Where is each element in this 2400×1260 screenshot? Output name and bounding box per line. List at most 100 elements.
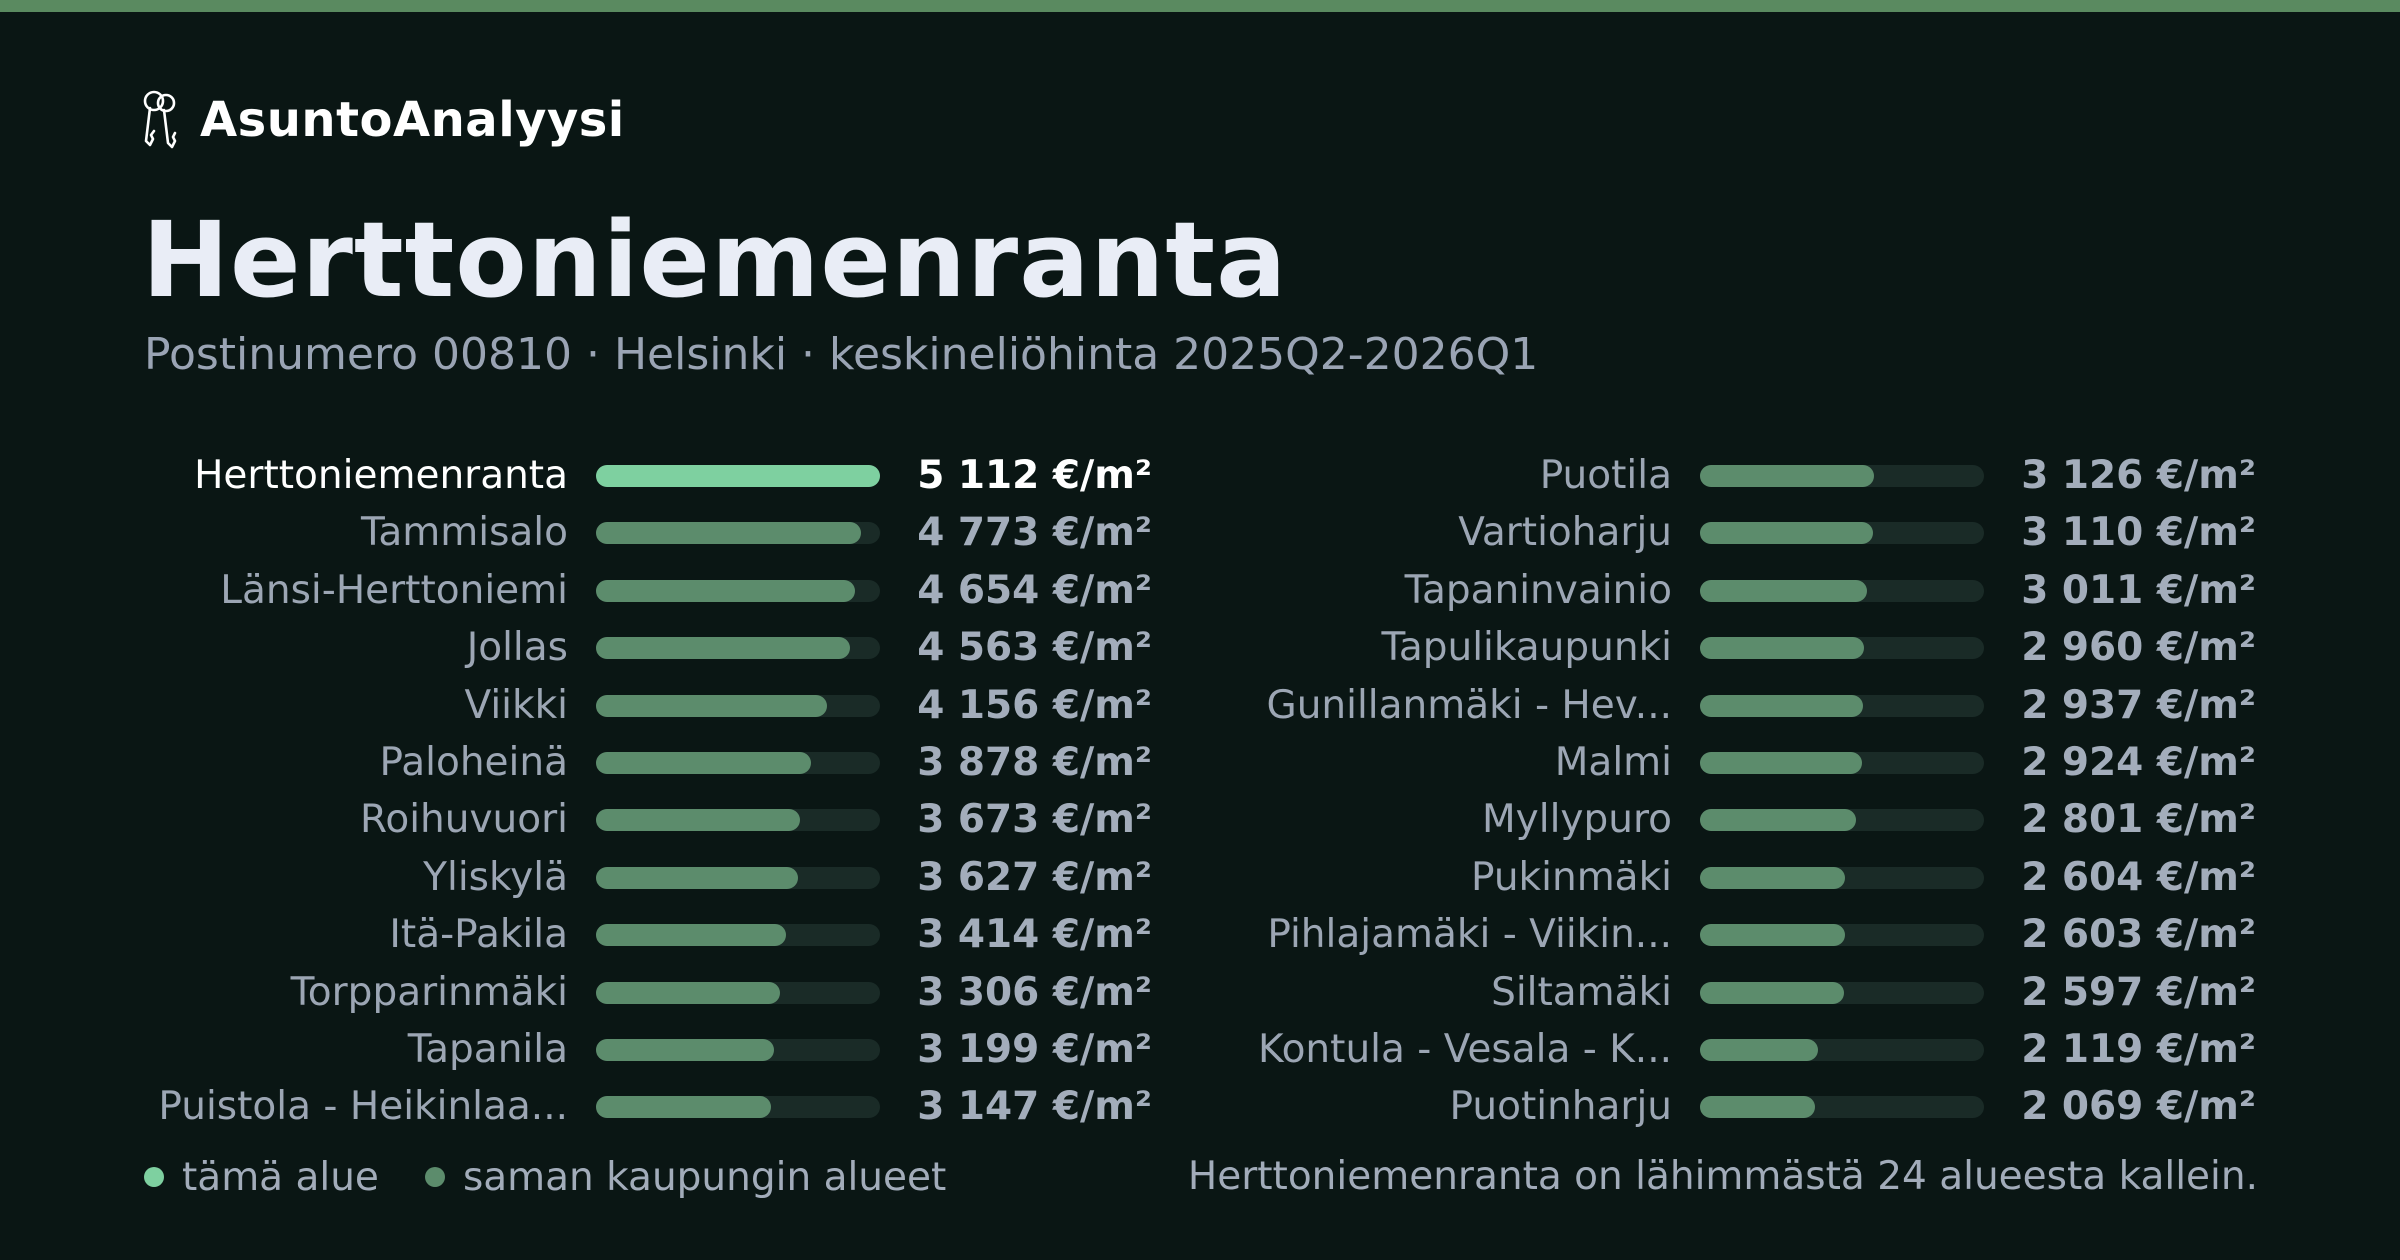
bar-label: Myllypuro	[1482, 797, 1672, 843]
bar-value-label: 3 199 €/m²	[917, 1027, 1152, 1072]
legend: tämä alue saman kaupungin alueet	[144, 1150, 992, 1204]
bar	[596, 1096, 771, 1119]
bar	[596, 1039, 774, 1061]
bar-track	[596, 579, 880, 602]
bar	[596, 579, 855, 602]
bar-value-label: 4 156 €/m²	[917, 682, 1152, 728]
bar-value-label: 3 878 €/m²	[917, 740, 1152, 785]
bar	[596, 981, 780, 1004]
bar-track	[1700, 579, 1984, 602]
bar-row: Tapanila 3 199 €/m²	[0, 1025, 2400, 1075]
bar-label: Vartioharju	[1458, 510, 1672, 556]
legend-label-this-area: tämä alue	[182, 1154, 379, 1200]
bar-label: Malmi	[1554, 740, 1672, 785]
bar	[1700, 1039, 1818, 1061]
bar	[1700, 579, 1868, 602]
bar-row: Vartioharju 3 110 €/m²	[0, 508, 2400, 558]
bar-row: Kontula - Vesala - K... 2 119 €/m²	[0, 1025, 2400, 1075]
bar-label: Pihlajamäki - Viikin...	[1267, 912, 1672, 958]
bar-track	[596, 522, 880, 545]
bar-value-label: 2 801 €/m²	[2021, 797, 2256, 843]
bar-row: Myllypuro 2 801 €/m²	[0, 795, 2400, 845]
bar-track	[1700, 1039, 1984, 1061]
bar-label: Siltamäki	[1491, 969, 1672, 1015]
bar-value-label: 3 627 €/m²	[917, 854, 1152, 900]
bar-value-label: 4 773 €/m²	[917, 510, 1152, 556]
bar-track	[1700, 522, 1984, 545]
bar-value-label: 2 069 €/m²	[2021, 1084, 2256, 1130]
bar	[596, 866, 798, 889]
bar	[596, 924, 786, 947]
legend-dot-this-area	[144, 1167, 164, 1187]
bar	[596, 637, 850, 660]
bar	[1700, 981, 1845, 1004]
bar-track	[596, 465, 880, 487]
bar	[596, 522, 862, 545]
bar	[1700, 1096, 1815, 1119]
page-subtitle: Postinumero 00810 · Helsinki · keskineli…	[144, 329, 1539, 380]
top-accent-bar	[0, 0, 2400, 12]
footnote: Herttoniemenranta on lähimmästä 24 aluee…	[1187, 1154, 2258, 1199]
bar-row: Gunillanmäki - Hev... 2 937 €/m²	[0, 681, 2400, 731]
bar	[1700, 809, 1856, 832]
bar-row: Jollas 4 563 €/m²	[0, 623, 2400, 673]
bar-value-label: 4 654 €/m²	[917, 567, 1152, 613]
bar-track	[1700, 1096, 1984, 1119]
bar-track	[596, 809, 880, 832]
legend-dot-same-city	[424, 1167, 445, 1187]
bar-label: Gunillanmäki - Hev...	[1266, 682, 1672, 728]
bar	[1700, 637, 1865, 660]
bar-value-label: 5 112 €/m²	[917, 453, 1152, 498]
bar-value-label: 3 306 €/m²	[917, 969, 1152, 1015]
bar-label: Pukinmäki	[1471, 854, 1672, 900]
bar	[1700, 866, 1845, 889]
bar-row: Itä-Pakila 3 414 €/m²	[0, 910, 2400, 960]
bar-row: Pukinmäki 2 604 €/m²	[0, 853, 2400, 903]
bar-value-label: 2 937 €/m²	[2021, 682, 2256, 728]
bar-value-label: 3 147 €/m²	[917, 1084, 1152, 1130]
bar-track	[1700, 465, 1984, 487]
bar-value-label: 3 110 €/m²	[2021, 510, 2256, 556]
bar-track	[596, 694, 880, 717]
bar-row: Yliskylä 3 627 €/m²	[0, 853, 2400, 903]
bar-row: Torpparinmäki 3 306 €/m²	[0, 968, 2400, 1018]
bar	[1700, 752, 1863, 774]
bar-track	[1700, 981, 1984, 1004]
bar-row: Puotinharju 2 069 €/m²	[0, 1082, 2400, 1132]
bar-track	[1700, 694, 1984, 717]
bar-label: Kontula - Vesala - K...	[1257, 1027, 1672, 1072]
bar-track	[596, 924, 880, 947]
bar-track	[596, 752, 880, 774]
bar-value-label: 2 597 €/m²	[2021, 969, 2256, 1015]
bar-label: Puotila	[1539, 453, 1672, 498]
bar-value-label: 4 563 €/m²	[917, 625, 1152, 671]
bar-track	[1700, 809, 1984, 832]
bar-track	[1700, 924, 1984, 947]
bar-track	[1700, 637, 1984, 660]
bar-row: Pihlajamäki - Viikin... 2 603 €/m²	[0, 910, 2400, 960]
bar-value-label: 2 960 €/m²	[2021, 625, 2256, 671]
bar-track	[596, 866, 880, 889]
bar-value-label: 2 603 €/m²	[2021, 912, 2256, 958]
bar-track	[596, 1096, 880, 1119]
bar-value-label: 3 011 €/m²	[2021, 567, 2256, 613]
bar-row: Viikki 4 156 €/m²	[0, 681, 2400, 731]
bar-label: Tapulikaupunki	[1381, 625, 1672, 671]
bar-row: Malmi 2 924 €/m²	[0, 738, 2400, 788]
bar-label: Tapaninvainio	[1404, 567, 1672, 613]
bar-value-label: 2 604 €/m²	[2021, 854, 2256, 900]
bar-row: Tapulikaupunki 2 960 €/m²	[0, 623, 2400, 673]
bar-track	[1700, 866, 1984, 889]
brand: AsuntoAnalyysi	[140, 88, 625, 152]
legend-label-same-city: saman kaupungin alueet	[462, 1154, 947, 1200]
bar-value-label: 3 414 €/m²	[917, 912, 1152, 958]
bar	[1700, 465, 1874, 487]
brand-name: AsuntoAnalyysi	[200, 92, 625, 148]
bar	[596, 465, 880, 487]
bar	[596, 809, 801, 832]
bar-row: Länsi-Herttoniemi 4 654 €/m²	[0, 566, 2400, 616]
bar-value-label: 3 673 €/m²	[917, 797, 1152, 843]
bar-row: Herttoniemenranta 5 112 €/m²	[0, 451, 2400, 501]
bar-track	[596, 981, 880, 1004]
bar-row: Tapaninvainio 3 011 €/m²	[0, 566, 2400, 616]
